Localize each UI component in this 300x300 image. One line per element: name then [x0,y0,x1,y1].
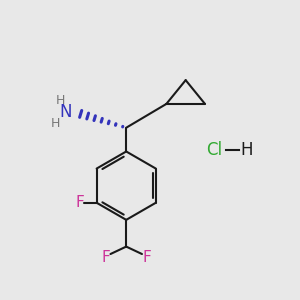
Text: N: N [60,103,72,121]
Text: H: H [56,94,65,107]
Text: F: F [142,250,151,265]
Text: F: F [102,250,110,265]
Text: H: H [51,117,61,130]
Text: Cl: Cl [206,141,222,159]
Text: F: F [75,195,84,210]
Text: H: H [240,141,253,159]
